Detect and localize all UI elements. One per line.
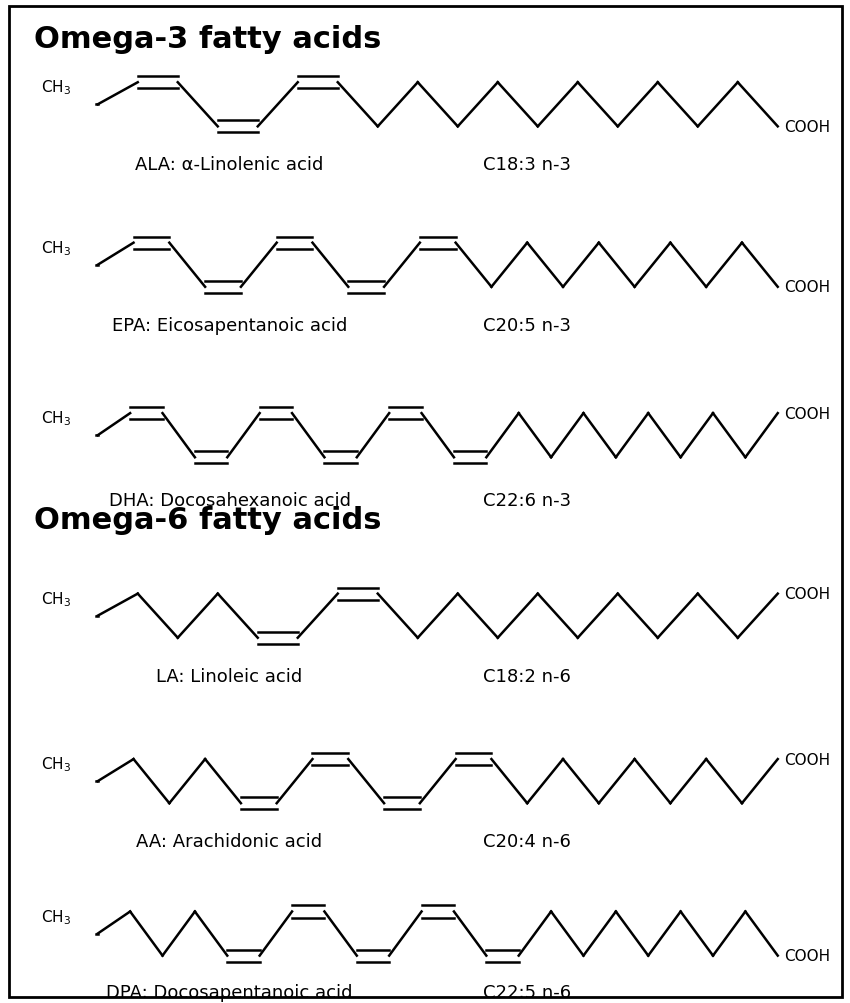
Text: C22:5 n-6: C22:5 n-6 (483, 983, 571, 1001)
Text: DPA: Docosapentanoic acid: DPA: Docosapentanoic acid (106, 983, 353, 1001)
Text: COOH: COOH (785, 948, 830, 963)
Text: CH$_3$: CH$_3$ (41, 907, 71, 926)
Text: Omega-6 fatty acids: Omega-6 fatty acids (34, 506, 382, 535)
Text: COOH: COOH (785, 752, 830, 767)
Text: CH$_3$: CH$_3$ (41, 754, 71, 773)
Text: EPA: Eicosapentanoic acid: EPA: Eicosapentanoic acid (112, 317, 347, 335)
Text: COOH: COOH (785, 119, 830, 134)
Text: CH$_3$: CH$_3$ (41, 590, 71, 608)
Text: COOH: COOH (785, 280, 830, 295)
Text: C22:6 n-3: C22:6 n-3 (483, 491, 571, 510)
Text: C18:2 n-6: C18:2 n-6 (483, 667, 571, 685)
Text: C18:3 n-3: C18:3 n-3 (483, 156, 571, 175)
Text: CH$_3$: CH$_3$ (41, 239, 71, 258)
Text: AA: Arachidonic acid: AA: Arachidonic acid (137, 832, 322, 851)
Text: Omega-3 fatty acids: Omega-3 fatty acids (34, 25, 382, 54)
Text: DHA: Docosahexanoic acid: DHA: Docosahexanoic acid (109, 491, 350, 510)
Text: C20:5 n-3: C20:5 n-3 (483, 317, 571, 335)
Text: LA: Linoleic acid: LA: Linoleic acid (156, 667, 303, 685)
Text: ALA: α-Linolenic acid: ALA: α-Linolenic acid (135, 156, 324, 175)
Text: CH$_3$: CH$_3$ (41, 78, 71, 97)
Text: COOH: COOH (785, 587, 830, 602)
Text: COOH: COOH (785, 406, 830, 421)
Text: CH$_3$: CH$_3$ (41, 409, 71, 427)
Text: C20:4 n-6: C20:4 n-6 (483, 832, 571, 851)
